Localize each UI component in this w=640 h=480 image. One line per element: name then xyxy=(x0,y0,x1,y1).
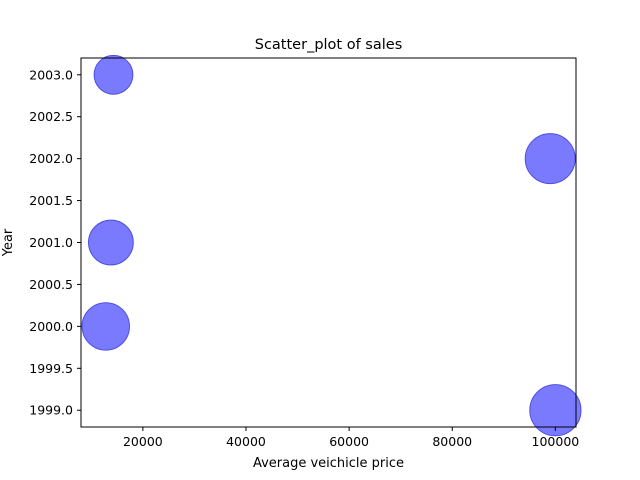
x-tick-label: 20000 xyxy=(123,434,163,449)
scatter-point xyxy=(529,384,582,437)
scatter-point xyxy=(88,219,134,266)
y-tick-label: 2002.5 xyxy=(29,109,73,124)
scatter-point xyxy=(81,302,131,351)
y-tick-label: 2001.0 xyxy=(29,235,73,250)
y-tick-label: 2001.5 xyxy=(29,193,73,208)
x-axis: 20000 40000 60000 80000 100000 xyxy=(123,427,579,449)
y-tick-label: 2002.0 xyxy=(29,151,73,166)
x-tick-label: 40000 xyxy=(226,434,266,449)
y-tick-label: 1999.5 xyxy=(29,361,73,376)
y-tick-label: 1999.0 xyxy=(29,403,73,418)
points-layer xyxy=(81,54,582,437)
x-tick-label: 60000 xyxy=(329,434,369,449)
x-tick-label: 100000 xyxy=(532,434,580,449)
scatter-point xyxy=(524,133,576,185)
y-tick-label: 2003.0 xyxy=(29,67,73,82)
y-axis-label: Year xyxy=(1,228,16,257)
scatter-point xyxy=(93,54,134,95)
x-axis-label: Average veichicle price xyxy=(253,456,404,471)
y-tick-label: 2000.0 xyxy=(29,319,73,334)
y-tick-label: 2000.5 xyxy=(29,277,73,292)
chart-title: Scatter_plot of sales xyxy=(255,37,403,53)
x-tick-label: 80000 xyxy=(432,434,472,449)
y-axis: 1999.0 1999.5 2000.0 2000.5 2001.0 2001.5 2002… xyxy=(29,67,81,418)
